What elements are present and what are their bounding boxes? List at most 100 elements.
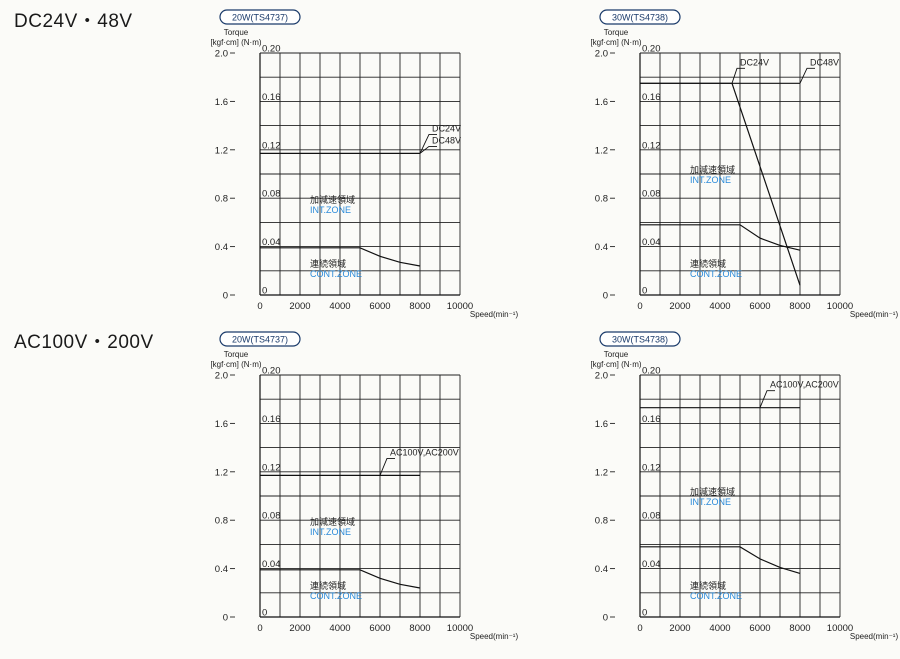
y-tick-label-nm: 0.04 [642, 559, 661, 570]
x-tick-label: 8000 [409, 301, 430, 312]
x-tick-label: 10000 [447, 301, 473, 312]
y-tick-label-kgfcm: 1.6 [215, 419, 228, 430]
badge-outline [219, 9, 301, 25]
y-tick-label-nm: 0.20 [642, 44, 661, 55]
cont-zone-label-jp: 連続領域 [690, 580, 726, 591]
y-tick-label-kgfcm: 1.2 [215, 145, 228, 156]
x-axis-title: Speed(min⁻¹) [850, 632, 899, 641]
y-tick-label-nm: 0.20 [262, 44, 281, 55]
series-line-1 [260, 247, 421, 267]
y-tick-label-kgfcm: 2.0 [215, 371, 228, 382]
x-tick-label: 0 [637, 623, 642, 634]
y-tick-label-nm: 0.12 [262, 140, 281, 151]
y-axis-units: [kgf·cm] (N·m) [590, 360, 641, 369]
y-tick-label-kgfcm: 0 [603, 291, 608, 302]
x-tick-label: 4000 [329, 623, 350, 634]
y-axis-units: [kgf·cm] (N·m) [210, 360, 261, 369]
y-axis-title: Torque [224, 28, 249, 37]
y-tick-label-kgfcm: 2.0 [595, 371, 608, 382]
model-badge: 20W(TS4737) [219, 9, 301, 25]
chart-svg: 20W(TS4737) Torque[kgf·cm] (N·m) Speed(min… [210, 331, 518, 641]
y-tick-label-kgfcm: 1.6 [595, 419, 608, 430]
y-axis-title: Torque [604, 28, 629, 37]
annotation-label: DC24V [432, 123, 461, 133]
int-zone-label-jp: 加減速領域 [690, 486, 735, 497]
y-axis-units: [kgf·cm] (N·m) [210, 38, 261, 47]
x-tick-label: 8000 [409, 623, 430, 634]
x-tick-label: 4000 [329, 301, 350, 312]
chart-ac-20w: 20W(TS4737) Torque [kgf·cm] (N·m) Speed(min… [190, 330, 518, 650]
y-tick-label-nm: 0 [262, 608, 267, 619]
y-tick-label-kgfcm: 0.8 [215, 194, 228, 205]
y-tick-label-nm: 0.16 [642, 92, 661, 103]
x-tick-label: 0 [637, 301, 642, 312]
annotation-leader [799, 67, 815, 84]
annotation-leader [419, 133, 437, 154]
x-tick-label: 6000 [749, 301, 770, 312]
chart-svg: 20W(TS4737) Torque[kgf·cm] (N·m) Speed(min… [210, 9, 518, 319]
x-tick-label: 4000 [709, 623, 730, 634]
chart-svg: 30W(TS4738) Torque[kgf·cm] (N·m) Speed(min… [590, 9, 898, 319]
y-tick-label-nm: 0.04 [642, 237, 661, 248]
annotation-leader [759, 390, 775, 408]
badge-outline [219, 331, 301, 347]
x-axis-title: Speed(min⁻¹) [850, 310, 899, 319]
y-tick-label-nm: 0.12 [642, 462, 661, 473]
y-tick-label-kgfcm: 0.8 [595, 516, 608, 527]
y-tick-label-nm: 0.16 [642, 414, 661, 425]
y-tick-label-nm: 0.12 [642, 140, 661, 151]
chart-dc-30w: 30W(TS4738) Torque [kgf·cm] (N·m) Speed(min… [570, 8, 898, 328]
y-tick-label-kgfcm: 0 [603, 613, 608, 624]
grid [639, 52, 841, 296]
x-tick-label: 6000 [369, 301, 390, 312]
annotation-label: AC100V,AC200V [770, 380, 839, 390]
int-zone-label-jp: 加減速領域 [310, 516, 355, 527]
y-tick-label-kgfcm: 0 [223, 613, 228, 624]
y-tick-label-kgfcm: 0.8 [595, 194, 608, 205]
y-tick-label-nm: 0.20 [262, 366, 281, 377]
y-axis-units: [kgf·cm] (N·m) [590, 38, 641, 47]
badge-label: 20W(TS4737) [232, 13, 288, 23]
y-tick-label-nm: 0.20 [642, 366, 661, 377]
badge-outline [599, 331, 681, 347]
series-line-1 [640, 546, 801, 574]
section-title-ac: AC100V・200V [14, 332, 154, 353]
x-tick-label: 0 [257, 301, 262, 312]
x-tick-label: 2000 [669, 301, 690, 312]
x-tick-label: 0 [257, 623, 262, 634]
annotation-leader [379, 457, 395, 476]
cont-zone-label-jp: 連続領域 [310, 258, 346, 269]
y-axis-title: Torque [224, 350, 249, 359]
y-tick-label-nm: 0.04 [262, 237, 281, 248]
int-zone-label-en: INT.ZONE [690, 497, 731, 507]
y-tick-label-nm: 0 [642, 286, 647, 297]
y-tick-label-kgfcm: 0.4 [595, 564, 608, 575]
y-tick-label-kgfcm: 0 [223, 291, 228, 302]
y-tick-label-kgfcm: 2.0 [595, 49, 608, 60]
y-tick-label-nm: 0 [642, 608, 647, 619]
chart-svg: 30W(TS4738) Torque[kgf·cm] (N·m) Speed(min… [590, 331, 898, 641]
badge-outline [599, 9, 681, 25]
section-title-dc: DC24V・48V [14, 11, 133, 32]
y-tick-label-kgfcm: 1.2 [215, 467, 228, 478]
int-zone-label-en: INT.ZONE [690, 175, 731, 185]
cont-zone-label-en: CONT.ZONE [690, 269, 742, 279]
grid [639, 374, 841, 618]
annotation-label: DC48V [432, 135, 461, 145]
grid [259, 374, 461, 618]
int-zone-label-en: INT.ZONE [310, 205, 351, 215]
x-tick-label: 10000 [827, 301, 853, 312]
x-tick-label: 2000 [669, 623, 690, 634]
x-tick-label: 10000 [827, 623, 853, 634]
int-zone-label-jp: 加減速領域 [690, 164, 735, 175]
chart-ac-30w: 30W(TS4738) Torque [kgf·cm] (N·m) Speed(min… [570, 330, 898, 650]
y-tick-label-kgfcm: 1.2 [595, 145, 608, 156]
y-tick-label-nm: 0.04 [262, 559, 281, 570]
cont-zone-label-jp: 連続領域 [690, 258, 726, 269]
y-tick-label-kgfcm: 2.0 [215, 49, 228, 60]
x-tick-label: 8000 [789, 301, 810, 312]
x-tick-label: 2000 [289, 301, 310, 312]
y-tick-label-nm: 0.16 [262, 414, 281, 425]
y-tick-label-kgfcm: 0.4 [215, 242, 228, 253]
